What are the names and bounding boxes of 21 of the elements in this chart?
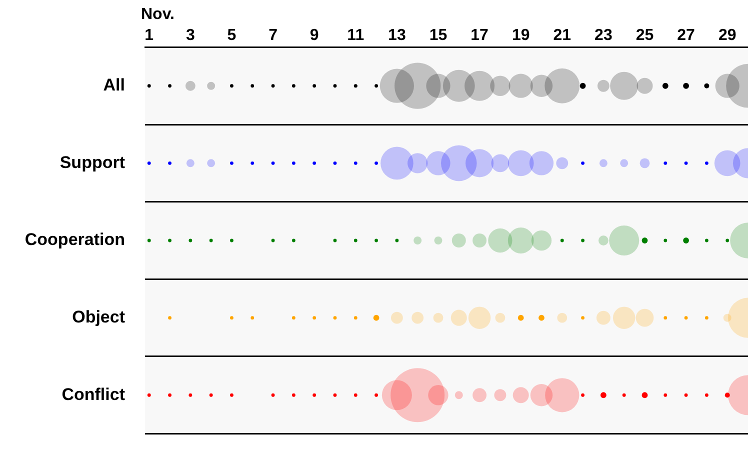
x-tick-label: 23 <box>594 27 612 44</box>
text: Nov. <box>141 6 174 24</box>
x-tick-label: 9 <box>310 27 319 44</box>
x-tick-label: 19 <box>512 27 530 44</box>
x-tick-label: 1 <box>144 27 154 44</box>
x-tick-label: 27 <box>677 27 696 44</box>
y-tick-label: Support <box>60 152 126 172</box>
x-tick-label: 15 <box>429 27 448 44</box>
y-tick-label: All <box>103 76 125 95</box>
y-tick-label: Conflict <box>62 384 126 404</box>
x-tick-label: 11 <box>347 27 364 44</box>
y-tick-label: Cooperation <box>24 230 125 250</box>
x-tick-label: 13 <box>388 27 406 44</box>
x-tick-label: 3 <box>186 27 195 44</box>
x-tick-label: 5 <box>227 27 236 44</box>
x-tick-label: 29 <box>718 27 736 44</box>
x-tick-label: 7 <box>268 27 278 44</box>
x-tick-label: 25 <box>636 27 654 44</box>
y-tick-label: Object <box>72 308 126 327</box>
x-tick-label: 17 <box>470 27 489 44</box>
x-tick-label: 21 <box>553 27 572 44</box>
